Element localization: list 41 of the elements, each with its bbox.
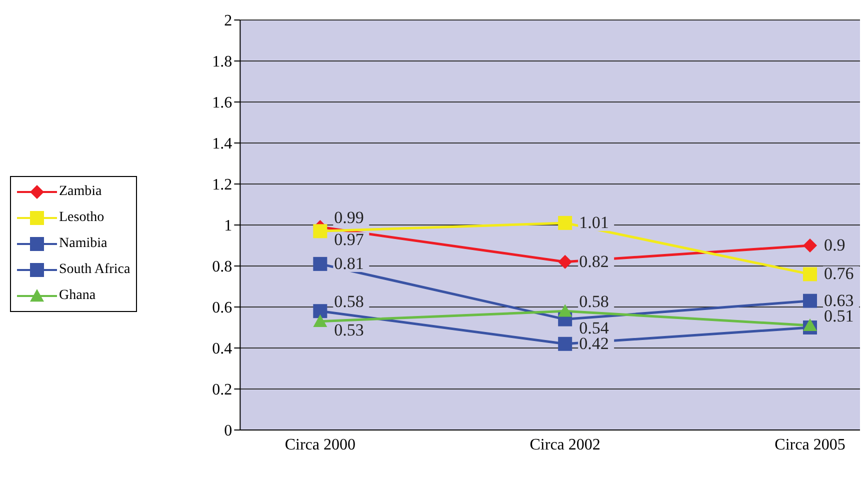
data-label: 1.01 [579,212,609,232]
point [313,314,328,327]
y-tick-label: 0.4 [212,340,232,358]
point [313,304,328,318]
legend-label: Namibia [59,236,108,252]
y-tick-label: 1 [224,218,232,235]
data-label: 0.9 [824,236,846,254]
x-tick-label: Circa 2005 [774,436,846,454]
y-tick-label: 0.6 [212,300,232,317]
x-tick-label: Circa 2000 [284,436,356,454]
point [803,294,817,308]
point [558,336,572,351]
data-label: 0.58 [334,292,364,312]
y-tick-label: 1.2 [212,176,232,194]
point [558,254,572,269]
y-tick-label: 1.4 [212,136,232,153]
x-tick-label: Circa 2002 [530,436,600,454]
point [313,224,328,238]
y-tick-label: 0.8 [212,258,232,276]
point [803,238,817,252]
data-label: 0.97 [334,230,364,250]
y-tick-label: 1.8 [212,54,232,71]
data-label: 0.53 [334,320,364,340]
y-tick-label: 2 [224,12,232,30]
data-label: 0.76 [824,264,854,284]
data-label: 0.81 [334,254,364,273]
data-label: 0.58 [579,292,609,312]
point [803,267,817,282]
legend-label: Lesotho [59,210,104,226]
legend-label: Ghana [59,288,96,304]
point [558,216,572,230]
y-tick-label: 0.2 [212,382,232,399]
point [313,256,328,271]
y-tick-label: 0 [224,422,232,440]
legend-label: South Africa [59,262,130,278]
data-label: 0.82 [579,252,609,271]
y-tick-label: 1.6 [212,94,232,112]
legend-label: Zambia [59,184,102,200]
point [558,304,572,317]
data-label: 0.99 [334,208,364,228]
point [803,318,817,332]
